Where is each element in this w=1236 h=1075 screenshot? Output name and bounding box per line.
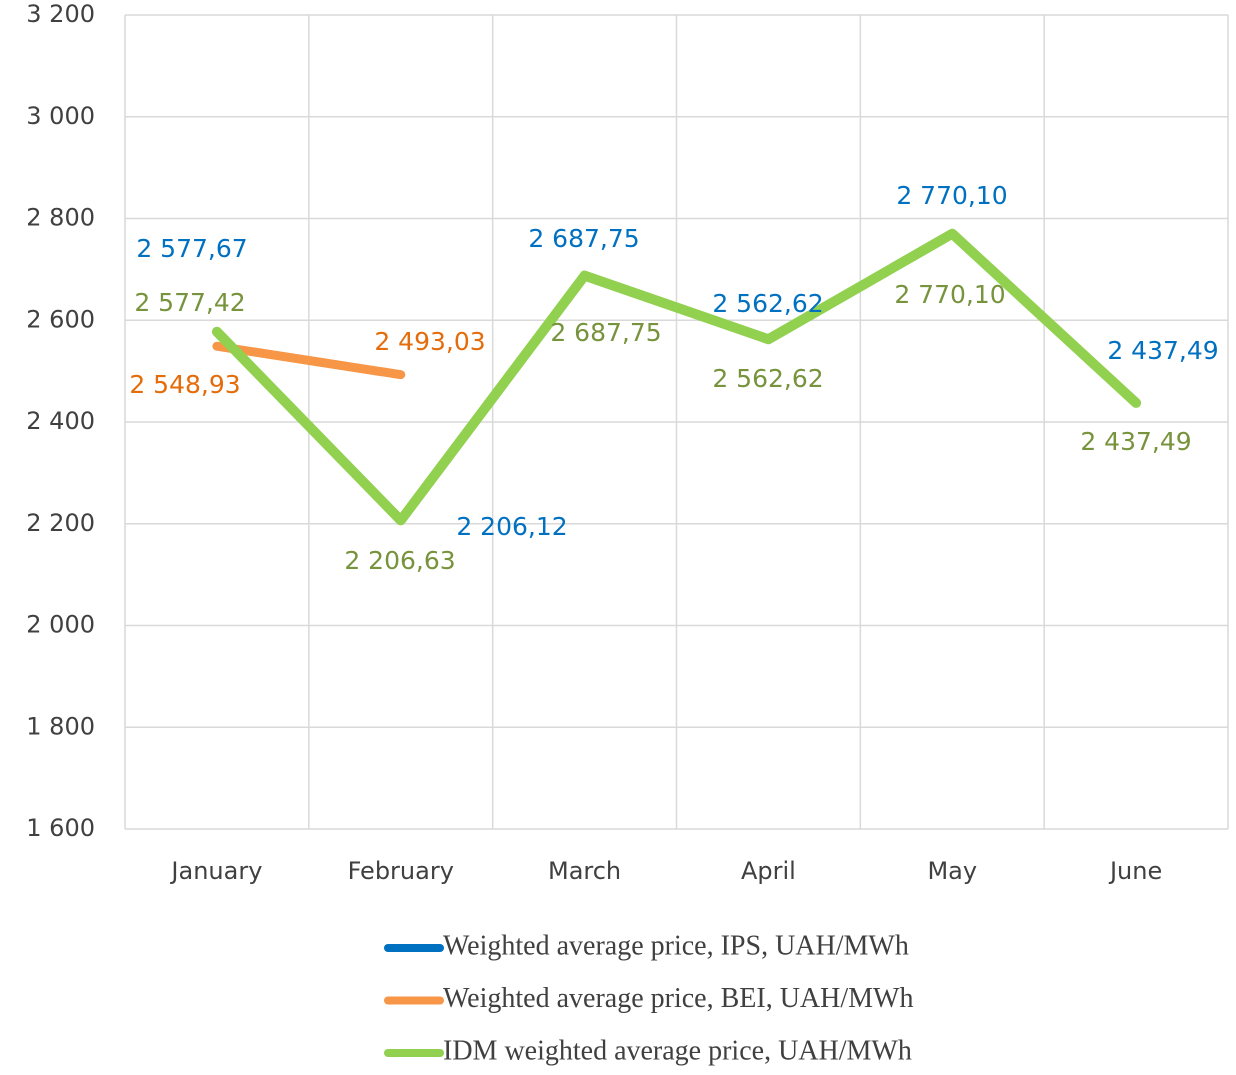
x-tick-label: February — [348, 857, 454, 885]
data-label: 2 562,62 — [712, 289, 823, 318]
y-tick-label: 2 600 — [26, 305, 95, 333]
y-tick-label: 2 400 — [26, 407, 95, 435]
data-label: 2 206,63 — [344, 546, 455, 575]
y-tick-label: 2 200 — [26, 509, 95, 537]
data-label: 2 437,49 — [1107, 336, 1218, 365]
data-label: 2 562,62 — [712, 364, 823, 393]
data-label: 2 548,93 — [129, 370, 240, 399]
x-tick-label: May — [927, 857, 977, 885]
legend-label: IDM weighted average price, UAH/MWh — [443, 1035, 912, 1066]
y-tick-label: 2 800 — [26, 204, 95, 232]
x-tick-label: March — [548, 857, 621, 885]
x-tick-label: June — [1108, 857, 1162, 885]
data-label: 2 770,10 — [894, 280, 1005, 309]
y-tick-label: 3 200 — [26, 0, 95, 28]
x-tick-label: April — [741, 857, 796, 885]
data-label: 2 687,75 — [528, 224, 639, 253]
data-label: 2 687,75 — [550, 318, 661, 347]
legend-label: Weighted average price, IPS, UAH/MWh — [443, 930, 909, 961]
data-label: 2 770,10 — [896, 181, 1007, 210]
data-label: 2 493,03 — [374, 327, 485, 356]
data-label: 2 206,12 — [456, 512, 567, 541]
y-tick-label: 3 000 — [26, 102, 95, 130]
series-line — [212, 341, 406, 380]
data-label: 2 437,49 — [1080, 427, 1191, 456]
data-label: 2 577,67 — [136, 234, 247, 263]
y-tick-label: 1 600 — [26, 814, 95, 842]
y-tick-label: 2 000 — [26, 611, 95, 639]
data-label: 2 577,42 — [134, 288, 245, 317]
x-tick-label: January — [169, 857, 262, 885]
series-line — [211, 228, 1142, 526]
legend-label: Weighted average price, BEI, UAH/MWh — [443, 983, 913, 1014]
y-tick-label: 1 800 — [26, 712, 95, 740]
